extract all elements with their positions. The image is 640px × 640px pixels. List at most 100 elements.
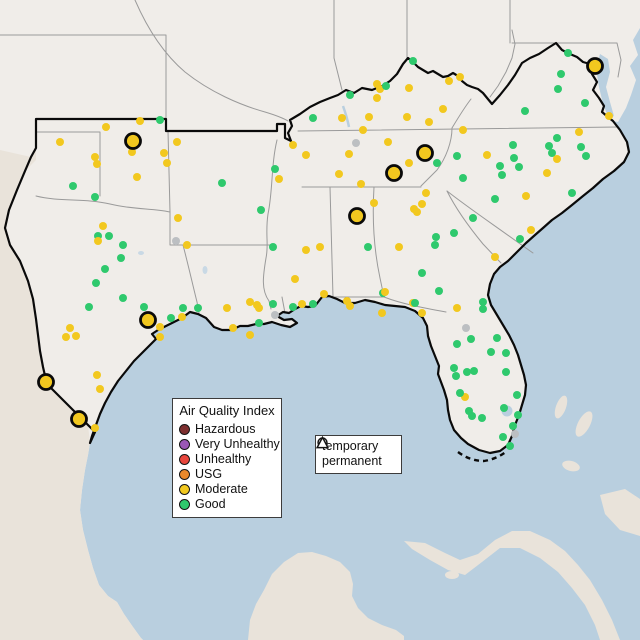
station-dot (435, 287, 443, 295)
station-dot (381, 288, 389, 296)
station-dot (91, 153, 99, 161)
station-dot (99, 222, 107, 230)
station-dot (269, 300, 277, 308)
station-dot (445, 77, 453, 85)
station-dot (411, 299, 419, 307)
aqi-legend-item-good: Good (179, 497, 275, 512)
station-dot (289, 141, 297, 149)
station-dot (500, 404, 508, 412)
aqi-legend: Air Quality Index Hazardous Very Unhealth… (172, 398, 282, 518)
station-dot (269, 243, 277, 251)
aqi-legend-item-very_unhealthy: Very Unhealthy (179, 437, 280, 452)
station-dot (405, 159, 413, 167)
station-dot (469, 214, 477, 222)
station-dot (433, 159, 441, 167)
station-dot (223, 304, 231, 312)
station-dot (545, 142, 553, 150)
station-dot (568, 189, 576, 197)
station-dot (335, 170, 343, 178)
station-dot (119, 294, 127, 302)
station-dot (496, 162, 504, 170)
cuba-island (404, 531, 620, 640)
station-dot (365, 113, 373, 121)
station-dot (229, 324, 237, 332)
station-dot (156, 333, 164, 341)
station-dot (453, 340, 461, 348)
very_unhealthy-swatch-icon (179, 439, 190, 450)
temporary-station-marker (37, 373, 55, 391)
station-dot (93, 371, 101, 379)
station-dot (418, 200, 426, 208)
station-dot (255, 319, 263, 327)
moderate-swatch-icon (179, 484, 190, 495)
station-dot (364, 243, 372, 251)
aqi-legend-item-unhealthy: Unhealthy (179, 452, 275, 467)
station-dot (418, 309, 426, 317)
station-dot (174, 214, 182, 222)
shape-legend-item-temporary: temporary (317, 437, 396, 454)
station-dot (516, 235, 524, 243)
station-dot (133, 173, 141, 181)
stations-layer (37, 49, 613, 450)
station-dot (66, 324, 74, 332)
station-dot (128, 148, 136, 156)
station-dot (467, 335, 475, 343)
station-dot (463, 368, 471, 376)
isle-of-youth (445, 571, 459, 579)
station-dot (509, 422, 517, 430)
station-dot (462, 324, 470, 332)
station-dot (470, 367, 478, 375)
bahamas-island (554, 395, 568, 419)
station-dot (543, 169, 551, 177)
station-dot (452, 372, 460, 380)
station-dot (493, 334, 501, 342)
aqi-legend-label: Moderate (195, 482, 248, 496)
station-dot (553, 155, 561, 163)
station-dot (346, 91, 354, 99)
station-dot (316, 243, 324, 251)
station-dot (479, 298, 487, 306)
station-dot (271, 165, 279, 173)
station-dot (378, 309, 386, 317)
usg-swatch-icon (179, 469, 190, 480)
lakes (138, 105, 513, 417)
station-dot (491, 253, 499, 261)
station-dot (302, 246, 310, 254)
aqi-legend-label: Good (195, 497, 226, 511)
station-dot (246, 331, 254, 339)
bahamas-island (562, 460, 580, 472)
aqi-legend-item-usg: USG (179, 467, 275, 482)
station-dot (373, 94, 381, 102)
station-dot (432, 233, 440, 241)
mexico-landmass (0, 148, 143, 640)
station-dot (498, 171, 506, 179)
station-dot (309, 300, 317, 308)
station-dot (510, 154, 518, 162)
temporary-station-marker (385, 164, 403, 182)
bahamas-island (575, 411, 593, 437)
station-dot (382, 82, 390, 90)
station-dot (581, 99, 589, 107)
station-dot (140, 303, 148, 311)
station-dot (522, 192, 530, 200)
station-dot (515, 163, 523, 171)
station-dot (156, 116, 164, 124)
aqi-legend-label: Unhealthy (195, 452, 252, 466)
station-dot (439, 105, 447, 113)
aqi-legend-label: Hazardous (195, 422, 256, 436)
station-dot (218, 179, 226, 187)
station-dot (56, 138, 64, 146)
station-dot (499, 433, 507, 441)
station-dot (345, 150, 353, 158)
station-dot (309, 114, 317, 122)
station-dot (478, 414, 486, 422)
shape-legend-items: temporary permanent (316, 436, 396, 469)
station-dot (370, 199, 378, 207)
station-dot (246, 298, 254, 306)
station-dot (93, 160, 101, 168)
florida-keys (457, 450, 508, 463)
station-dot (255, 304, 263, 312)
temporary-station-marker (416, 144, 434, 162)
station-dot (173, 138, 181, 146)
